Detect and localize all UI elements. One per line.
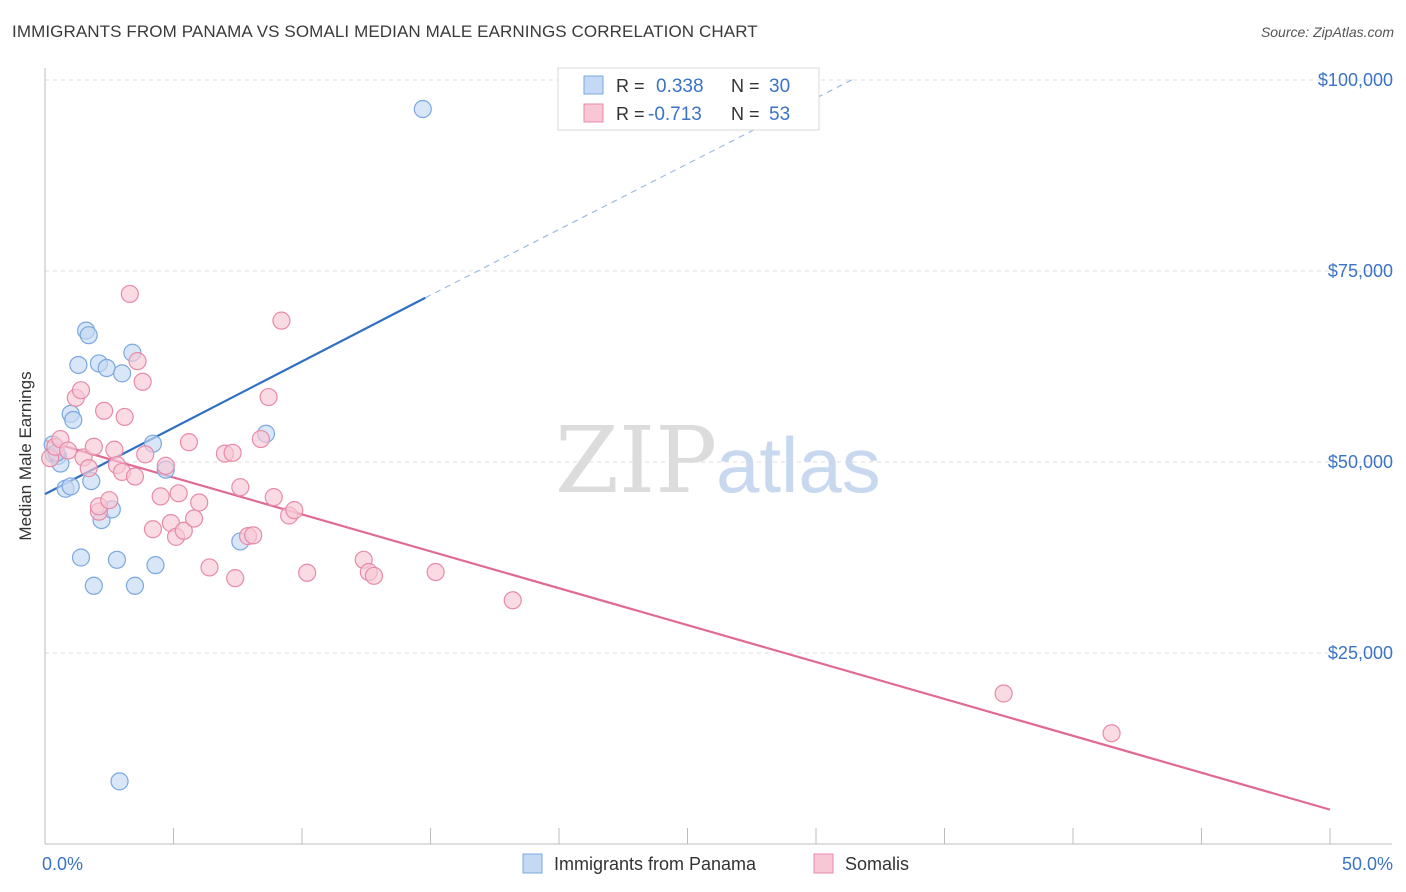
point-series-0 <box>84 576 103 595</box>
x-tick-label-min: 0.0% <box>42 854 83 874</box>
point-series-1 <box>503 591 522 610</box>
watermark: ZIP atlas <box>555 407 881 514</box>
point-series-0 <box>110 772 129 791</box>
watermark-zip: ZIP <box>555 407 717 514</box>
point-series-1 <box>251 429 270 449</box>
point-series-0 <box>146 556 165 575</box>
point-series-1 <box>143 520 163 539</box>
point-series-0 <box>125 576 145 595</box>
point-series-1 <box>264 488 283 507</box>
point-series-1 <box>105 440 124 459</box>
y-tick-label: $100,000 <box>1318 70 1393 90</box>
point-series-1 <box>71 381 91 400</box>
point-series-1 <box>100 491 119 510</box>
point-series-1 <box>272 311 291 330</box>
point-series-0 <box>79 326 98 345</box>
series-legend-swatch-somalis <box>813 853 834 874</box>
point-series-1 <box>84 437 103 456</box>
watermark-atlas: atlas <box>716 421 881 509</box>
point-series-1 <box>298 563 317 582</box>
point-series-1 <box>231 478 250 497</box>
legend-n-label-2: N = <box>731 104 760 124</box>
point-series-1 <box>1102 724 1121 743</box>
data-points <box>41 99 1121 791</box>
point-series-0 <box>64 410 83 430</box>
point-series-1 <box>115 407 134 427</box>
point-series-1 <box>223 443 242 462</box>
point-series-0 <box>413 99 432 119</box>
point-series-1 <box>79 459 98 478</box>
legend-n-value-2: 53 <box>769 104 790 125</box>
legend-r-label-1: R = <box>616 76 645 96</box>
legend-r-label-2: R = <box>616 104 645 124</box>
point-series-1 <box>59 441 78 460</box>
legend-n-label-1: N = <box>731 76 760 96</box>
point-series-1 <box>169 484 188 503</box>
point-series-1 <box>426 562 445 582</box>
point-series-1 <box>364 566 384 585</box>
chart-source: Source: ZipAtlas.com <box>1260 24 1394 40</box>
stats-legend: R = 0.338 N = 30 R = -0.713 N = 53 <box>557 67 820 131</box>
point-series-1 <box>128 352 147 371</box>
point-series-0 <box>71 548 91 567</box>
point-series-1 <box>285 501 304 520</box>
point-series-0 <box>69 355 88 375</box>
chart-title: IMMIGRANTS FROM PANAMA VS SOMALI MEDIAN … <box>12 22 758 41</box>
trend-line-0 <box>44 296 426 496</box>
series-legend: Immigrants from Panama Somalis <box>522 853 909 874</box>
legend-swatch-somalis <box>583 103 604 123</box>
point-series-0 <box>107 550 127 569</box>
x-tick-label-max: 50.0% <box>1342 854 1393 874</box>
point-series-1 <box>994 684 1013 703</box>
y-tick-label: $75,000 <box>1328 261 1393 281</box>
series-legend-swatch-panama <box>522 853 543 874</box>
legend-r-value-1: 0.338 <box>656 76 704 97</box>
point-series-1 <box>133 372 152 391</box>
point-series-1 <box>151 487 170 506</box>
point-series-1 <box>179 433 199 452</box>
point-series-0 <box>61 477 80 496</box>
point-series-0 <box>97 358 116 378</box>
y-axis-label: Median Male Earnings <box>16 371 35 540</box>
trend-line-1 <box>44 439 1331 811</box>
legend-swatch-panama <box>583 75 604 95</box>
point-series-1 <box>244 526 263 545</box>
point-series-1 <box>120 284 139 304</box>
y-tick-label: $50,000 <box>1328 452 1393 472</box>
point-series-0 <box>112 364 132 383</box>
series-legend-label-somalis: Somalis <box>845 854 909 874</box>
legend-n-value-1: 30 <box>769 76 790 97</box>
point-series-1 <box>156 456 175 475</box>
point-series-1 <box>259 387 278 407</box>
point-series-1 <box>226 569 245 588</box>
point-series-1 <box>125 467 145 486</box>
y-tick-label: $25,000 <box>1328 643 1393 663</box>
tick-labels: $25,000 $50,000 $75,000 $100,000 0.0% 50.0% <box>42 70 1393 874</box>
point-series-1 <box>174 521 193 540</box>
point-series-1 <box>95 401 114 420</box>
point-series-1 <box>190 493 209 512</box>
grid-lines <box>45 79 1392 654</box>
legend-r-value-2: -0.713 <box>648 104 702 125</box>
point-series-1 <box>184 509 204 528</box>
point-series-1 <box>200 558 219 577</box>
point-series-1 <box>136 445 155 464</box>
series-legend-label-panama: Immigrants from Panama <box>554 854 757 874</box>
